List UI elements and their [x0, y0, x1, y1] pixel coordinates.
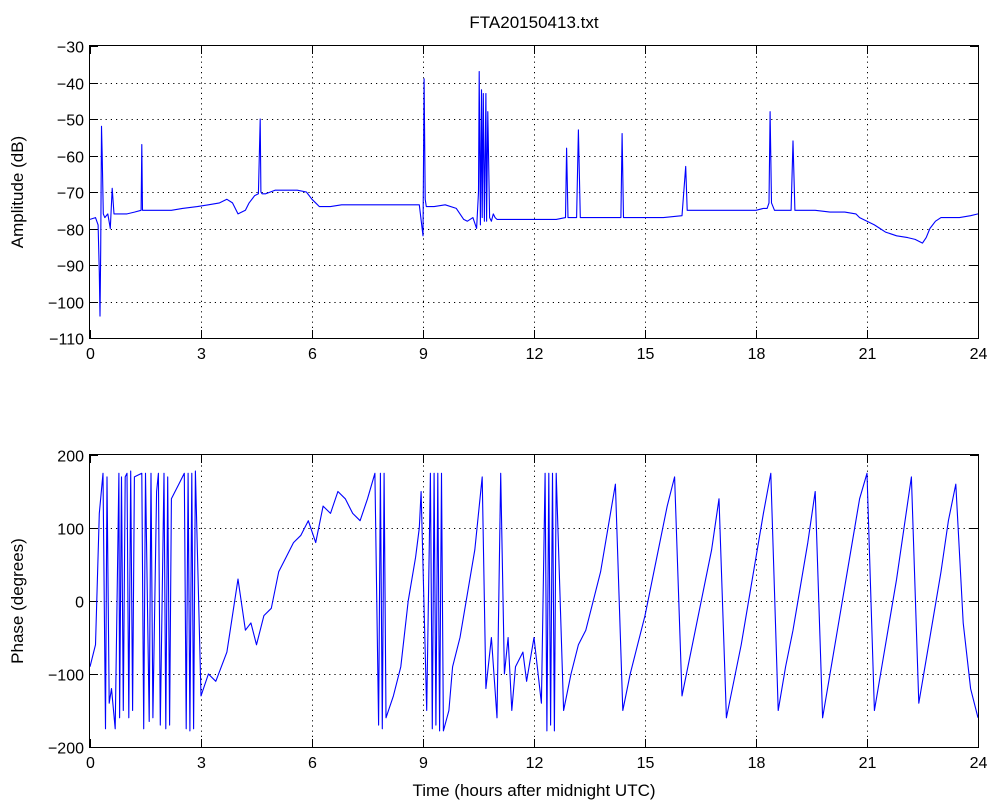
phase-ticks: 0 3 6 9 12 15 18 21 24 200 100 0 −100 −200: [48, 449, 988, 773]
amplitude-x-tick-label: 12: [526, 346, 544, 363]
phase-x-tick-label: 9: [419, 755, 428, 772]
amplitude-x-tick-label: 0: [86, 346, 95, 363]
phase-y-tick-label: 200: [57, 449, 84, 466]
amplitude-x-tick-label: 6: [308, 346, 317, 363]
phase-y-tick-label: −100: [48, 668, 84, 685]
amplitude-y-tick-label: −50: [57, 113, 84, 130]
amplitude-y-tick-label: −30: [57, 40, 84, 57]
phase-y-tick-label: 100: [57, 522, 84, 539]
phase-grid: [90, 455, 978, 747]
amplitude-y-tick-label: −70: [57, 186, 84, 203]
plot-title: FTA20150413.txt: [469, 13, 598, 32]
phase-y-axis-label: Phase (degrees): [8, 538, 27, 664]
amplitude-y-tick-label: −40: [57, 77, 84, 94]
amplitude-series-line: [89, 70, 979, 317]
amplitude-ticks: 0 3 6 9 12 15 18 21 24 −30 −40 −50 −60 −70 −80 −90 −100 −…: [48, 40, 988, 364]
amplitude-x-tick-label: 21: [859, 346, 877, 363]
phase-x-tick-label: 6: [308, 755, 317, 772]
amplitude-y-tick-label: −100: [48, 296, 84, 313]
amplitude-series: [89, 70, 979, 317]
phase-x-tick-label: 15: [637, 755, 655, 772]
amplitude-axes-frame: [89, 45, 979, 339]
amplitude-plot: FTA20150413.txt 0 3 6 9 12 15 18 21 24 −30 −40 −50 −…: [8, 13, 988, 363]
phase-series: [89, 470, 979, 732]
amplitude-y-axis-label: Amplitude (dB): [8, 136, 27, 248]
phase-y-tick-label: −200: [48, 741, 84, 758]
phase-x-tick-label: 24: [970, 755, 988, 772]
amplitude-y-tick-label: −80: [57, 223, 84, 240]
phase-x-tick-label: 0: [86, 755, 95, 772]
phase-axes-frame: [89, 454, 979, 748]
phase-y-tick-label: 0: [75, 595, 84, 612]
amplitude-x-tick-label: 18: [748, 346, 766, 363]
amplitude-y-tick-label: −90: [57, 259, 84, 276]
amplitude-x-tick-label: 24: [970, 346, 988, 363]
phase-x-tick-label: 3: [197, 755, 206, 772]
phase-x-tick-label: 18: [748, 755, 766, 772]
amplitude-grid: [90, 46, 978, 338]
phase-plot: 0 3 6 9 12 15 18 21 24 200 100 0 −100 −200 Phase (deg…: [8, 449, 988, 801]
phase-x-tick-label: 21: [859, 755, 877, 772]
amplitude-y-tick-label: −110: [49, 332, 84, 349]
amplitude-x-tick-label: 15: [637, 346, 655, 363]
phase-series-line: [89, 470, 979, 732]
amplitude-x-tick-label: 3: [197, 346, 206, 363]
amplitude-y-tick-label: −60: [57, 150, 84, 167]
amplitude-x-tick-label: 9: [419, 346, 428, 363]
phase-x-tick-label: 12: [526, 755, 544, 772]
phase-x-axis-label: Time (hours after midnight UTC): [412, 781, 655, 800]
